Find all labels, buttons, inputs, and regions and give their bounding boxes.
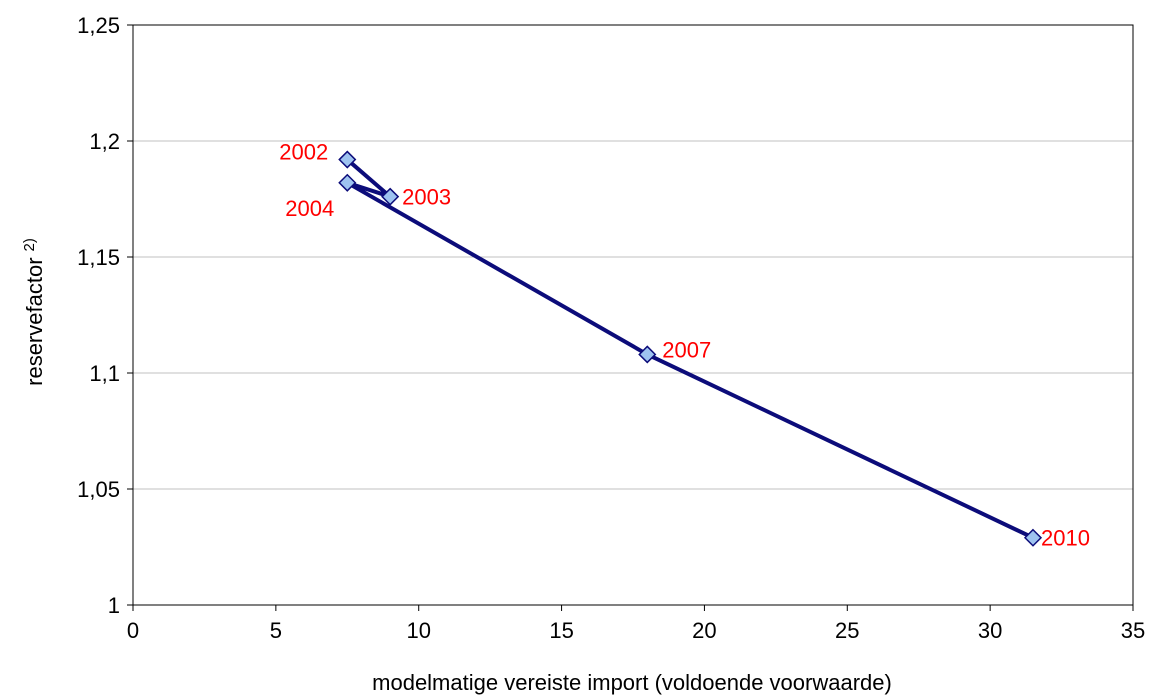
x-tick-label: 35 (1121, 618, 1145, 643)
x-tick-label: 10 (406, 618, 430, 643)
y-tick-label: 1,15 (77, 245, 120, 270)
x-tick-label: 5 (270, 618, 282, 643)
y-tick-label: 1 (108, 593, 120, 618)
y-axis-title-superscript: 2) (21, 238, 38, 251)
label-layer: 2002 2003 2004 2007 2010 (279, 140, 1090, 551)
y-axis-title: reservefactor 2) (21, 238, 47, 386)
data-point-label: 2007 (662, 337, 711, 362)
axis-layer: 1 1,05 1,1 1,15 1,2 1,25 0 5 10 15 20 25 30 35 (77, 13, 1145, 643)
x-tick-label: 0 (127, 618, 139, 643)
data-point-label: 2002 (279, 140, 328, 165)
x-tick-label: 15 (549, 618, 573, 643)
data-point-marker (1023, 528, 1043, 547)
y-tick-label: 1,25 (77, 13, 120, 38)
y-axis-title-text: reservefactor (22, 257, 47, 385)
data-point-marker (338, 150, 357, 169)
data-point-marker (638, 345, 657, 364)
x-tick-label: 25 (835, 618, 859, 643)
x-tick-label: 30 (978, 618, 1002, 643)
data-point-label: 2010 (1041, 526, 1090, 551)
series-layer (338, 150, 1043, 547)
x-axis-title: modelmatige vereiste import (voldoende v… (372, 670, 892, 695)
x-tick-label: 20 (692, 618, 716, 643)
data-point-label: 2003 (402, 185, 451, 210)
data-point-label: 2004 (285, 196, 334, 221)
grid-layer (133, 24, 1133, 490)
data-point-marker (338, 173, 357, 192)
y-tick-label: 1,2 (89, 129, 120, 154)
data-point-marker (381, 187, 400, 206)
plot-frame (132, 24, 1134, 606)
y-tick-label: 1,05 (77, 477, 120, 502)
y-tick-label: 1,1 (89, 361, 120, 386)
